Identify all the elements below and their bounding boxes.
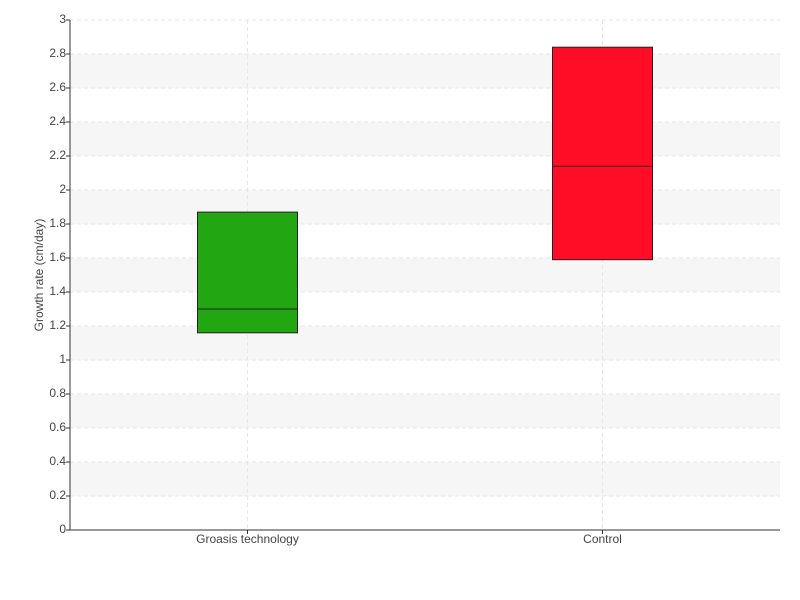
y-tick-label: 1.4 xyxy=(49,284,66,298)
grid-band xyxy=(70,54,780,88)
y-tick-label: 2.6 xyxy=(49,80,66,94)
y-tick-label: 1.6 xyxy=(49,250,66,264)
y-tick-label: 2.2 xyxy=(49,148,66,162)
y-tick-label: 0 xyxy=(59,522,66,536)
grid-band xyxy=(70,258,780,292)
y-tick-label: 2.8 xyxy=(49,46,66,60)
grid-band xyxy=(70,326,780,360)
y-tick-label: 2 xyxy=(59,182,66,196)
box xyxy=(552,46,653,261)
x-tick-label: Control xyxy=(583,532,622,546)
grid-band xyxy=(70,394,780,428)
y-tick-label: 3 xyxy=(59,12,66,26)
y-tick-label: 0.4 xyxy=(49,454,66,468)
y-axis-label: Growth rate (cm/day) xyxy=(32,219,46,332)
y-tick-label: 2.4 xyxy=(49,114,66,128)
y-tick-label: 0.2 xyxy=(49,488,66,502)
y-tick-label: 1 xyxy=(59,352,66,366)
grid-band xyxy=(70,122,780,156)
x-tick-label: Groasis technology xyxy=(196,532,299,546)
y-tick-label: 0.6 xyxy=(49,420,66,434)
grid-band xyxy=(70,462,780,496)
y-tick-label: 1.8 xyxy=(49,216,66,230)
grid-band xyxy=(70,190,780,224)
box xyxy=(197,211,298,334)
y-tick-label: 0.8 xyxy=(49,386,66,400)
y-tick-label: 1.2 xyxy=(49,318,66,332)
